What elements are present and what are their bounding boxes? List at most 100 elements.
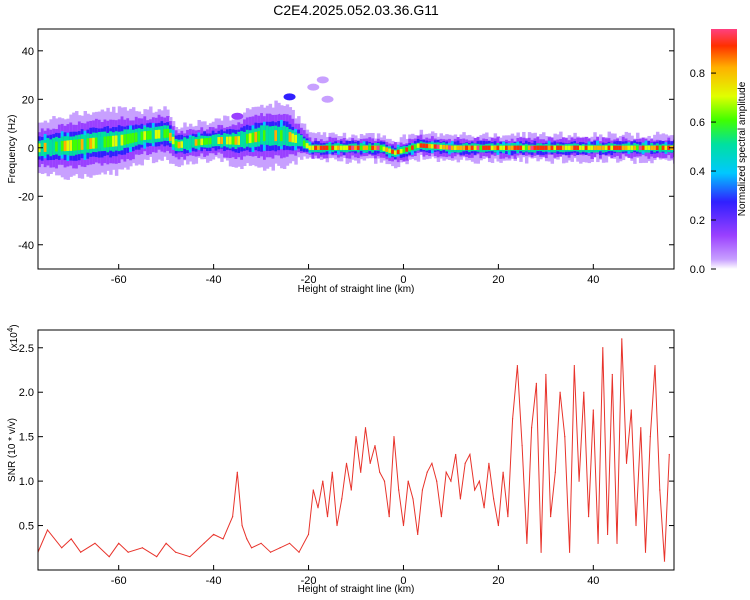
x-tick-label: -20 <box>301 274 317 286</box>
heatmap-cell <box>399 149 404 154</box>
heatmap-cell <box>530 145 535 150</box>
heatmap-cell <box>237 136 241 145</box>
snr-point <box>535 382 537 384</box>
heatmap-cell <box>470 145 475 150</box>
heatmap-cell <box>146 130 150 140</box>
heatmap-cell <box>174 140 179 148</box>
heatmap-cell <box>117 135 122 147</box>
heatmap-cell <box>160 129 164 139</box>
heatmap-cell <box>616 145 620 150</box>
snr-point <box>203 542 205 544</box>
snr-point <box>350 489 352 491</box>
snr-point <box>587 516 590 518</box>
heatmap-cell <box>291 133 295 143</box>
heatmap-cell <box>516 145 520 150</box>
heatmap-cell <box>302 140 307 147</box>
heatmap-cell <box>225 136 230 145</box>
heatmap-cell <box>567 145 572 150</box>
snr-point <box>127 551 129 553</box>
snr-point <box>213 533 215 536</box>
heatmap-cell <box>439 144 443 150</box>
snr-point <box>236 471 238 473</box>
snr-point <box>141 547 144 549</box>
heatmap-cell <box>376 145 381 150</box>
snr-point <box>431 462 433 464</box>
heatmap-cell <box>251 132 256 143</box>
heatmap-cell <box>368 145 372 150</box>
heatmap-cell <box>100 136 105 148</box>
heatmap-cell <box>194 139 199 146</box>
heatmap-cell <box>536 145 540 150</box>
snr-point <box>70 538 72 540</box>
heatmap-cell <box>428 143 432 149</box>
snr-point <box>663 560 666 562</box>
snr-point <box>568 551 571 553</box>
heatmap-cell <box>505 145 509 150</box>
heatmap-cell <box>120 134 125 146</box>
heatmap-cell <box>382 146 387 151</box>
heatmap-cell <box>542 145 546 150</box>
heatmap-cell <box>402 148 406 153</box>
x-tick-label: -40 <box>206 274 222 286</box>
heatmap-cell <box>319 145 324 150</box>
heatmap-cell <box>297 136 301 144</box>
bottom-y-multiplier: (x104) <box>6 324 20 351</box>
heatmap-cell <box>188 139 193 147</box>
heatmap-cell <box>234 136 238 145</box>
heatmap-cell <box>299 138 304 145</box>
colorbar-ticks: 0.0 0.2 0.4 0.6 0.8 <box>690 68 716 276</box>
heatmap-cell <box>396 149 401 155</box>
heatmap-cell <box>445 145 449 150</box>
heatmap-cell <box>490 145 495 150</box>
x-tick-label: -20 <box>301 575 317 587</box>
heatmap-cell <box>240 135 244 145</box>
y-tick-label: 2.0 <box>19 387 34 399</box>
heatmap-cell <box>627 145 631 150</box>
y-tick-label: 0.5 <box>19 521 34 533</box>
heatmap-cell <box>436 144 441 149</box>
colorbar-tick-label: 0.0 <box>690 264 705 276</box>
snr-point <box>156 556 158 558</box>
heatmap-cell <box>109 136 113 147</box>
multiplier-exp: 4 <box>6 327 15 332</box>
heatmap-cell <box>314 145 318 150</box>
heatmap-cell <box>129 133 133 144</box>
heatmap-cell <box>533 145 537 150</box>
heatmap-cell <box>468 145 472 150</box>
heatmap-cell <box>459 145 463 150</box>
heatmap-cell <box>593 145 597 150</box>
heatmap-cell <box>49 142 53 152</box>
snr-point <box>383 480 386 482</box>
bottom-x-axis: -60 -40 -20 0 20 40 <box>111 565 599 587</box>
snr-point <box>436 480 438 482</box>
snr-point <box>374 444 376 447</box>
x-tick-label: 20 <box>492 274 504 286</box>
heatmap-cell <box>385 147 389 152</box>
heatmap-frame <box>37 28 675 270</box>
heatmap-cell <box>203 138 207 145</box>
heatmap-cell <box>450 145 455 150</box>
y-tick-label: 1.0 <box>19 476 34 488</box>
heatmap-cell <box>288 132 293 142</box>
snr-point <box>564 436 566 438</box>
snr-point <box>118 542 120 544</box>
snr-marks <box>38 338 670 562</box>
heatmap-cell <box>262 130 267 142</box>
heatmap-cell <box>499 145 503 150</box>
heatmap-blob <box>231 112 244 120</box>
heatmap-cell <box>564 145 569 150</box>
heatmap-cell <box>57 141 62 152</box>
snr-point <box>649 436 651 438</box>
heatmap-cell <box>345 145 350 150</box>
heatmap-cell <box>453 145 458 150</box>
snr-point <box>393 436 395 438</box>
heatmap-cell <box>507 145 512 150</box>
heatmap-cell <box>655 145 660 150</box>
heatmap-cell <box>294 134 298 143</box>
snr-point <box>250 547 253 549</box>
bottom-y-axis: 0.5 1.0 1.5 2.0 2.5 <box>19 343 674 533</box>
snr-point <box>516 364 518 367</box>
heatmap-cell <box>408 146 412 151</box>
top-x-axis: -60 -40 -20 0 20 40 <box>111 264 599 286</box>
snr-point <box>231 516 234 518</box>
